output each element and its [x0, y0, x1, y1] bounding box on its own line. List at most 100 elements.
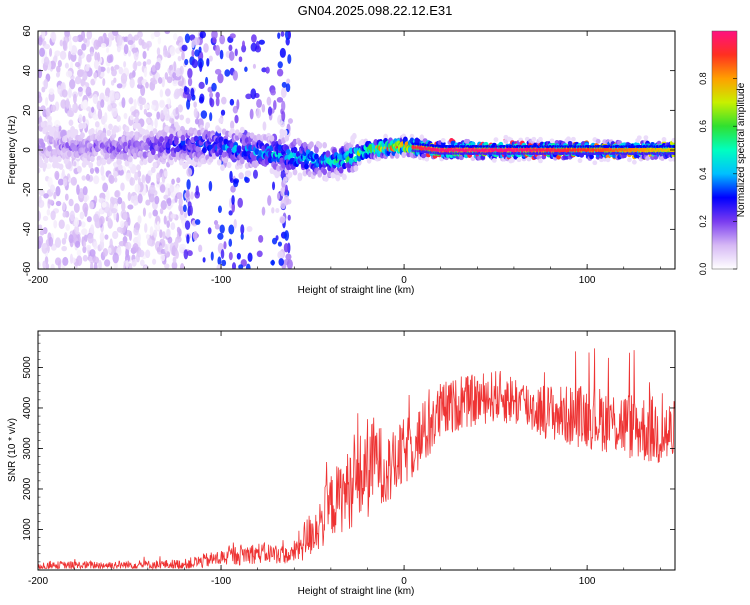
spectrogram-cell: [116, 226, 123, 233]
spectrogram-cell: [104, 259, 111, 267]
spectrogram-ridge-cell: [643, 135, 649, 140]
spectrogram-cell: [277, 32, 281, 39]
spectrogram-cell: [57, 59, 62, 68]
spectrogram-ridge-cell: [338, 167, 344, 174]
spectrogram-ridge-cell: [108, 123, 113, 131]
spectrogram-cell: [47, 199, 54, 205]
spectrogram-cell: [231, 202, 236, 213]
spectrogram-cell: [127, 216, 131, 226]
spectrogram-ridge-cell: [322, 168, 328, 176]
figure-title: GN04.2025.098.22.12.E31: [298, 3, 453, 18]
snr-xlabel: Height of straight line (km): [298, 586, 415, 597]
spectrogram-cell: [74, 76, 82, 85]
spectrogram-cell: [137, 83, 143, 89]
spectrogram-cell: [174, 238, 179, 249]
spectrogram-cell: [208, 55, 213, 62]
spectrogram-cell: [156, 111, 161, 120]
spectrogram-ridge-cell: [180, 134, 186, 142]
spectrogram-cell: [193, 37, 200, 46]
spectrogram-cell: [96, 52, 101, 62]
spectrogram-cell: [279, 216, 285, 224]
spectrogram-cell: [228, 210, 233, 216]
spectrogram-cell: [252, 169, 258, 179]
spectrogram-cell: [111, 31, 119, 36]
spectrogram-cell: [159, 208, 164, 215]
spectrogram-cell: [102, 182, 109, 193]
spectrogram-cell: [94, 51, 98, 62]
spectrogram-cell: [109, 238, 113, 250]
spectrogram-cell: [219, 34, 226, 45]
spectrogram-cell: [51, 31, 57, 43]
spectrogram-cell: [45, 96, 49, 106]
spectrogram-cell: [141, 174, 146, 184]
spectrogram-cell: [132, 243, 139, 252]
spectrogram-cell: [68, 87, 72, 99]
spectrogram-cell: [164, 243, 168, 254]
spectrogram-ridge-cell: [292, 146, 298, 154]
spectrogram-cell: [199, 61, 203, 73]
snr-frame: [37, 330, 676, 571]
spectrogram-ridge-cell: [50, 126, 56, 133]
spectrogram-cell: [287, 214, 291, 221]
spectrogram-ytick-label: -60: [22, 261, 33, 276]
spectrogram-cell: [99, 216, 105, 225]
spectrogram-cell: [170, 213, 177, 219]
spectrogram-cell: [187, 68, 193, 79]
spectrogram-cell: [202, 257, 206, 263]
spectrogram-ridge-cell: [144, 129, 150, 136]
spectrogram-cell: [207, 227, 212, 235]
spectrogram-cell: [42, 215, 49, 222]
spectrogram-cell: [65, 224, 71, 231]
spectrogram-ridge-cell: [89, 128, 95, 135]
spectrogram-ridge-cell: [175, 124, 181, 132]
spectrogram-cell: [187, 250, 193, 257]
spectrogram-ytick-label: 20: [22, 104, 33, 116]
spectrogram-cell: [209, 92, 214, 98]
spectrogram-cell: [251, 34, 257, 43]
spectrogram-cell: [230, 185, 236, 193]
spectrogram-cell: [180, 263, 185, 269]
spectrogram-cell: [287, 54, 292, 64]
spectrogram-cell: [93, 59, 99, 70]
spectrogram-cell: [178, 244, 184, 254]
spectrogram-ridge-cell: [236, 147, 242, 154]
spectrogram-cell: [145, 249, 151, 259]
spectrogram-ridge-cell: [205, 121, 211, 129]
spectrogram-cell: [252, 63, 256, 69]
spectrogram-cell: [64, 232, 68, 240]
spectrogram-ridge-cell: [218, 117, 224, 124]
spectrogram-cell: [175, 184, 180, 194]
spectrogram-cell: [45, 263, 50, 269]
spectrogram-cell: [43, 193, 49, 199]
spectrogram-cell: [256, 250, 263, 258]
spectrogram-cell: [217, 256, 222, 266]
spectrogram-cell: [75, 240, 81, 248]
spectrogram-ridge-cell: [401, 151, 407, 159]
spectrogram-cell: [230, 120, 235, 130]
spectrogram-cell: [176, 191, 183, 200]
spectrogram-cell: [255, 108, 262, 119]
snr-ytick-label: 4000: [22, 396, 33, 419]
spectrogram-ridge-cell: [104, 152, 110, 160]
spectrogram-cell: [125, 259, 129, 269]
spectrogram-cell: [183, 85, 188, 92]
spectrogram-ridge-cell: [317, 142, 323, 149]
spectrogram-ridge-cell: [89, 155, 95, 162]
spectrogram-cell: [191, 58, 199, 69]
spectrogram-ridge-cell: [80, 132, 85, 139]
spectrogram-cell: [184, 220, 191, 230]
spectrogram-cell: [191, 49, 195, 58]
spectrogram-cell: [64, 62, 69, 69]
snr-ytick-label: 3000: [22, 437, 33, 460]
spectrogram-cell: [233, 178, 240, 184]
spectrogram-cell: [156, 246, 161, 253]
spectrogram-cell: [149, 184, 156, 195]
colorbar: 0.0 0.2 0.4 0.6 0.8 Normalized spectral ampl…: [698, 30, 747, 275]
spectrogram-cell: [141, 42, 148, 50]
spectrogram-cell: [111, 68, 117, 77]
spectrogram-cell: [139, 104, 143, 111]
spectrogram-cell: [59, 50, 67, 60]
spectrogram-cell: [118, 169, 124, 176]
spectrogram-cell: [45, 107, 51, 117]
